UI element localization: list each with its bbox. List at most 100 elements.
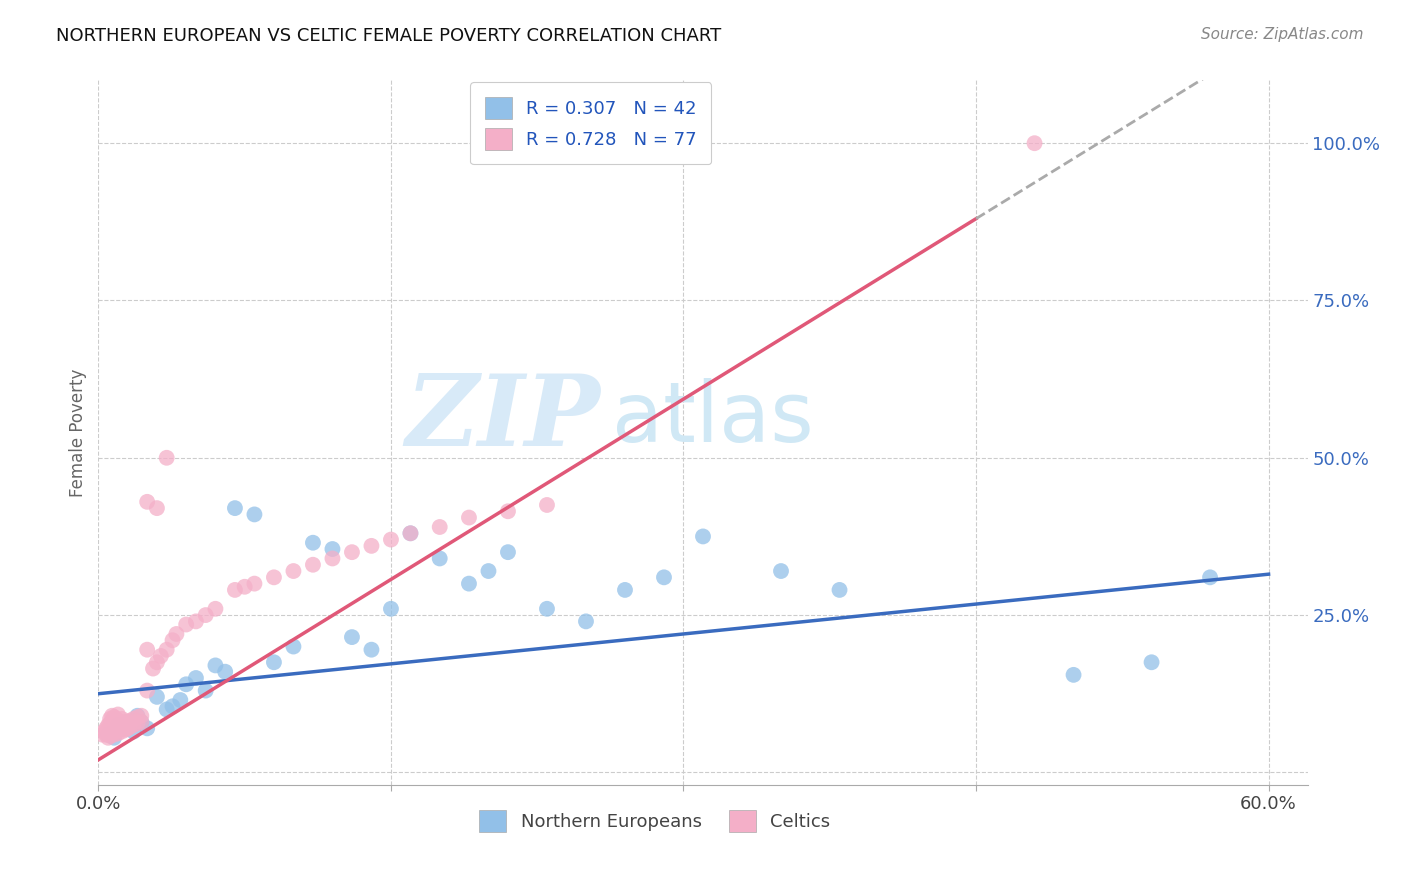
Point [114,716,136,731]
Point [575,615,598,629]
Point [98,716,121,731]
Point [194,608,217,623]
Point [146,501,169,516]
Text: NORTHERN EUROPEAN VS CELTIC FEMALE POVERTY CORRELATION CHART: NORTHERN EUROPEAN VS CELTIC FEMALE POVER… [56,27,721,45]
Point [174,617,197,632]
Point [692,529,714,543]
Point [97,731,120,745]
Point [769,564,792,578]
Point [156,702,179,716]
Point [111,722,134,736]
Point [107,718,129,732]
Point [149,648,172,663]
Text: atlas: atlas [613,378,814,459]
Point [536,602,558,616]
Point [127,716,149,731]
Point [340,545,363,559]
Point [184,615,207,629]
Point [243,508,266,522]
Point [1199,570,1222,584]
Point [1063,668,1085,682]
Point [127,710,149,724]
Point [104,718,127,732]
Point [283,564,305,578]
Point [96,728,118,742]
Point [131,708,153,723]
Point [204,658,226,673]
Point [429,520,451,534]
Point [131,714,153,729]
Point [101,714,124,728]
Point [204,602,226,616]
Point [302,535,325,549]
Point [118,714,141,728]
Point [828,582,851,597]
Point [162,699,184,714]
Point [184,671,207,685]
Point [96,722,118,736]
Point [117,714,139,729]
Point [174,677,197,691]
Point [111,724,134,739]
Point [98,712,121,726]
Point [243,576,266,591]
Point [103,722,125,736]
Point [1140,655,1163,669]
Point [108,716,131,731]
Point [1024,136,1046,151]
Point [263,655,285,669]
Point [108,723,131,737]
Text: Source: ZipAtlas.com: Source: ZipAtlas.com [1201,27,1364,42]
Point [97,728,120,742]
Point [165,627,187,641]
Point [103,728,125,742]
Point [263,570,285,584]
Point [136,722,159,736]
Point [156,642,179,657]
Point [136,495,159,509]
Point [146,690,169,704]
Point [283,640,305,654]
Point [104,724,127,739]
Point [117,722,139,736]
Point [302,558,325,572]
Point [162,633,184,648]
Point [104,712,127,726]
Point [107,720,129,734]
Point [224,582,246,597]
Point [103,710,125,724]
Point [146,655,169,669]
Point [122,724,145,739]
Point [652,570,675,584]
Point [321,541,343,556]
Legend: Northern Europeans, Celtics: Northern Europeans, Celtics [472,803,838,839]
Point [114,723,136,737]
Point [224,501,246,516]
Point [97,718,120,732]
Point [107,707,129,722]
Point [136,642,159,657]
Point [122,718,145,732]
Point [399,526,422,541]
Point [93,724,115,739]
Point [101,720,124,734]
Point [477,564,499,578]
Point [107,726,129,740]
Point [214,665,236,679]
Point [169,693,191,707]
Point [360,642,382,657]
Point [142,662,165,676]
Point [136,683,159,698]
Y-axis label: Female Poverty: Female Poverty [69,368,87,497]
Point [98,729,121,743]
Point [101,708,124,723]
Point [112,722,135,736]
Point [117,714,139,729]
Point [107,714,129,728]
Point [122,712,145,726]
Point [429,551,451,566]
Point [496,545,519,559]
Point [112,714,135,729]
Point [458,510,481,524]
Point [399,526,422,541]
